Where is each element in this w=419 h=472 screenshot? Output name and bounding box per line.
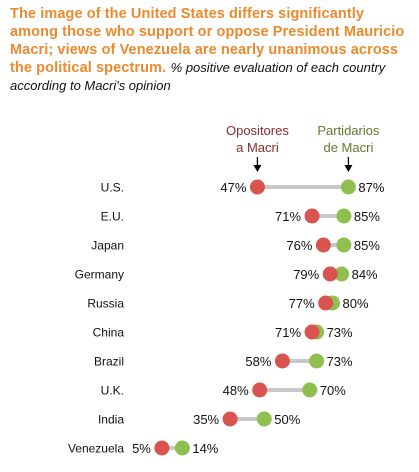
opponents-value-u-s: 47%	[220, 180, 246, 195]
opponents-dot-venezuela	[154, 440, 170, 456]
opponents-value-u-k: 48%	[223, 383, 249, 398]
supporters-dot-u-k	[302, 382, 318, 398]
supporters-dot-e-u	[336, 208, 352, 224]
opponents-dot-brazil	[274, 353, 290, 369]
supporters-value-japan: 85%	[354, 238, 380, 253]
chart-header: The image of the United States differs s…	[10, 5, 410, 95]
opponents-value-germany: 79%	[293, 267, 319, 282]
chart-subtitle: % positive evaluation of each country ac…	[10, 60, 386, 93]
opponents-value-e-u: 71%	[275, 209, 301, 224]
opponents-value-russia: 77%	[289, 296, 315, 311]
supporters-value-russia: 80%	[343, 296, 369, 311]
opponents-value-brazil: 58%	[245, 354, 271, 369]
category-label-brazil: Brazil	[94, 355, 124, 369]
supporters-dot-japan	[336, 237, 352, 253]
supporters-dot-india	[256, 411, 272, 427]
legend-supporters-line2: de Macri	[323, 140, 373, 155]
category-label-russia: Russia	[87, 297, 124, 311]
supporters-dot-venezuela	[174, 440, 190, 456]
opponents-dot-china	[304, 324, 320, 340]
category-label-germany: Germany	[75, 268, 124, 282]
opponents-dot-russia	[318, 295, 334, 311]
supporters-value-germany: 84%	[352, 267, 378, 282]
category-label-u-k: U.K.	[101, 384, 124, 398]
opponents-dot-india	[222, 411, 238, 427]
supporters-dot-u-s	[340, 179, 356, 195]
supporters-value-brazil: 73%	[327, 354, 353, 369]
legend-supporters-arrow-head	[344, 165, 353, 172]
chart-title: The image of the United States differs s…	[10, 6, 405, 76]
category-label-e-u: E.U.	[101, 210, 124, 224]
supporters-dot-brazil	[309, 353, 325, 369]
supporters-value-u-s: 87%	[358, 180, 384, 195]
category-label-china: China	[93, 326, 125, 340]
category-label-u-s: U.S.	[101, 181, 124, 195]
opponents-dot-germany	[322, 266, 338, 282]
opponents-value-japan: 76%	[286, 238, 312, 253]
category-label-japan: Japan	[91, 239, 124, 253]
opponents-value-china: 71%	[275, 325, 301, 340]
opponents-dot-u-s	[249, 179, 265, 195]
supporters-value-e-u: 85%	[354, 209, 380, 224]
supporters-value-china: 73%	[327, 325, 353, 340]
legend-supporters-line1: Partidarios	[317, 123, 380, 138]
category-label-venezuela: Venezuela	[68, 442, 124, 456]
legend-opponents-arrow-head	[253, 165, 262, 172]
opponents-dot-e-u	[304, 208, 320, 224]
opponents-value-venezuela: 5%	[132, 441, 151, 456]
supporters-value-u-k: 70%	[320, 383, 346, 398]
opponents-dot-japan	[315, 237, 331, 253]
legend-opponents-line2: a Macri	[236, 140, 279, 155]
opponents-value-india: 35%	[193, 412, 219, 427]
legend-opponents-line1: Opositores	[226, 123, 289, 138]
supporters-value-india: 50%	[274, 412, 300, 427]
supporters-dot-germany	[334, 266, 350, 282]
category-label-india: India	[98, 413, 124, 427]
opponents-dot-u-k	[252, 382, 268, 398]
supporters-value-venezuela: 14%	[192, 441, 218, 456]
